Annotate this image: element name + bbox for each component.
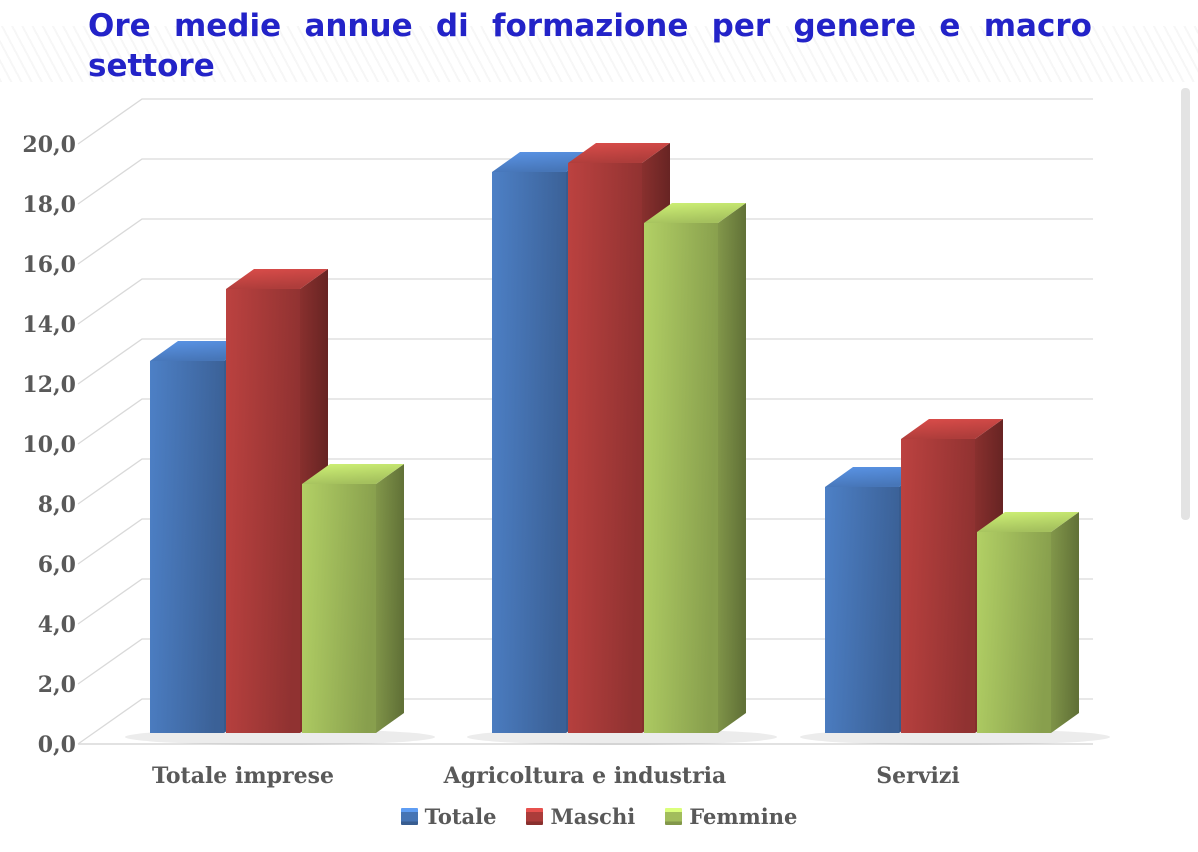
gridline xyxy=(77,698,1093,745)
chart-title-line-1: Ore medie annue di formazione per genere e macro xyxy=(88,6,1092,46)
bar-side-face xyxy=(718,203,746,733)
title-word: formazione xyxy=(492,8,689,44)
x-category-label: Agricoltura e industria xyxy=(443,763,727,789)
bar-group-1 xyxy=(150,269,404,733)
bar-side-face xyxy=(376,464,404,733)
chart-title-line-2: settore xyxy=(88,48,215,84)
legend: Totale Maschi Femmine xyxy=(0,804,1198,829)
legend-item-totale: Totale xyxy=(400,804,497,829)
y-tick-label: 14,0 xyxy=(22,312,76,338)
y-tick-label: 12,0 xyxy=(22,372,76,398)
bar-top-face xyxy=(226,269,328,289)
bar-top-face xyxy=(568,143,670,163)
bar-front-face xyxy=(226,289,300,733)
gridline xyxy=(77,158,1093,205)
bar-femmine-1 xyxy=(302,464,404,733)
gridline xyxy=(77,518,1093,565)
y-tick-label: 18,0 xyxy=(22,192,76,218)
bar-femmine-3 xyxy=(977,512,1079,733)
bar-front-face xyxy=(825,487,899,733)
bar-femmine-2 xyxy=(644,203,746,733)
bar-top-face xyxy=(901,419,1003,439)
chart-title: Ore medie annue di formazione per genere e macro… xyxy=(88,6,1092,86)
bar-front-face xyxy=(302,484,376,733)
y-tick-label: 0,0 xyxy=(38,732,76,758)
bar-top-face xyxy=(644,203,746,223)
bar-side-face xyxy=(1051,512,1079,733)
x-category-label: Servizi xyxy=(876,763,959,789)
scrollbar[interactable] xyxy=(1181,88,1190,520)
y-tick-label: 2,0 xyxy=(38,672,76,698)
title-word: per xyxy=(711,8,771,44)
title-word: Ore xyxy=(88,8,151,44)
bar-front-face xyxy=(150,361,224,733)
gridline xyxy=(77,578,1093,625)
y-tick-label: 16,0 xyxy=(22,252,76,278)
bar-front-face xyxy=(977,532,1051,733)
bar-group-3 xyxy=(825,419,1079,733)
title-word: genere xyxy=(793,8,917,44)
legend-item-femmine: Femmine xyxy=(665,804,797,829)
gridline xyxy=(77,218,1093,265)
x-category-label: Totale imprese xyxy=(152,763,334,789)
gridline xyxy=(77,338,1093,385)
bar-top-face xyxy=(302,464,404,484)
legend-marker-totale xyxy=(400,808,418,825)
title-word: annue xyxy=(304,8,413,44)
y-tick-label: 4,0 xyxy=(38,612,76,638)
gridline xyxy=(77,638,1093,685)
legend-label: Totale xyxy=(424,804,497,829)
title-word: macro xyxy=(983,8,1092,44)
y-tick-label: 6,0 xyxy=(38,552,76,578)
legend-label: Femmine xyxy=(689,804,798,829)
y-tick-label: 20,0 xyxy=(22,132,76,158)
bar-front-face xyxy=(492,172,566,733)
legend-marker-femmine xyxy=(665,808,683,825)
legend-item-maschi: Maschi xyxy=(526,804,635,829)
bar-front-face xyxy=(568,163,642,733)
bar-group-2 xyxy=(492,143,746,733)
gridline xyxy=(77,98,1093,145)
title-word: e xyxy=(939,8,961,44)
gridline xyxy=(77,278,1093,325)
title-word: medie xyxy=(173,8,282,44)
bar-front-face xyxy=(644,223,718,733)
legend-marker-maschi xyxy=(526,808,544,825)
gridlines xyxy=(77,98,1093,745)
legend-label: Maschi xyxy=(550,804,636,829)
gridline xyxy=(77,398,1093,445)
bar-top-face xyxy=(977,512,1079,532)
y-tick-label: 10,0 xyxy=(22,432,76,458)
gridline xyxy=(77,458,1093,505)
title-word: di xyxy=(435,8,469,44)
bar-front-face xyxy=(901,439,975,733)
y-tick-label: 8,0 xyxy=(38,492,76,518)
